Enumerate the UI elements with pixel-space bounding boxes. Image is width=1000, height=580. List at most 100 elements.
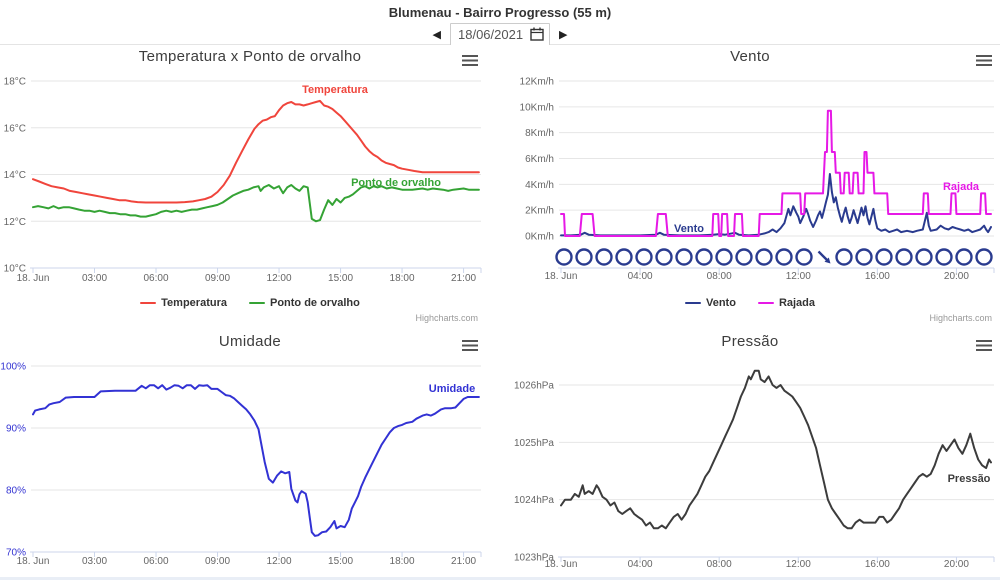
series-line-temperatura <box>32 99 480 204</box>
chart-title-vento: Vento <box>730 48 770 65</box>
chart-menu-icon[interactable] <box>460 53 480 72</box>
wind-direction-calm-icon <box>915 248 933 266</box>
y-tick-label: 90% <box>6 424 26 435</box>
wind-direction-calm-icon <box>875 248 893 266</box>
y-tick-label: 80% <box>6 486 26 497</box>
y-tick-label: 0Km/h <box>525 232 554 243</box>
series-label: Rajada <box>943 181 980 193</box>
wind-direction-calm-icon <box>955 248 973 266</box>
x-tick-label: 12:00 <box>267 556 292 567</box>
x-tick-label: 09:00 <box>205 556 230 567</box>
calendar-icon[interactable] <box>530 27 544 41</box>
y-tick-label: 12°C <box>4 217 26 228</box>
wind-direction-se-icon <box>824 257 831 264</box>
chart-title-umidade: Umidade <box>218 333 282 350</box>
wind-direction-calm-icon <box>735 248 753 266</box>
legend-label: Temperatura <box>161 297 227 309</box>
wind-direction-calm-icon <box>715 248 733 266</box>
series-label: Umidade <box>429 383 475 395</box>
series-label: Pressão <box>948 473 991 485</box>
wind-direction-calm-icon <box>855 248 873 266</box>
x-tick-label: 12:00 <box>786 271 811 282</box>
wind-direction-calm-icon <box>895 248 913 266</box>
x-tick-label: 03:00 <box>82 273 107 284</box>
legend-item-ponto-de-orvalho[interactable]: Ponto de orvalho <box>248 297 360 309</box>
wind-direction-calm-icon <box>835 248 853 266</box>
vento-chart-plot: 12Km/h 10Km/h 8Km/h 6Km/h 4Km/h 2Km/h 0Km/h 18.… <box>520 77 995 282</box>
wind-direction-calm-icon <box>975 248 993 266</box>
wind-direction-calm-icon <box>775 248 793 266</box>
highcharts-credit[interactable]: Highcharts.com <box>415 313 478 323</box>
x-tick-label: 18:00 <box>390 273 415 284</box>
legend-marker <box>248 302 265 304</box>
y-tick-label: 14°C <box>4 170 26 181</box>
chart-menu-icon[interactable] <box>974 338 994 357</box>
x-tick-label: 21:00 <box>451 556 476 567</box>
x-tick-label: 06:00 <box>144 273 169 284</box>
wind-direction-calm-icon <box>675 248 693 266</box>
x-tick-label: 15:00 <box>328 556 353 567</box>
series-line-ponto-de-orvalho <box>32 184 480 223</box>
next-day-button[interactable]: ▶ <box>557 25 569 45</box>
date-nav: ◀ ▶ <box>0 23 1000 46</box>
y-tick-label: 16°C <box>4 123 26 134</box>
x-tick-label: 09:00 <box>205 273 230 284</box>
highcharts-credit[interactable]: Highcharts.com <box>929 313 992 323</box>
x-tick-label: 18. Jun <box>17 273 50 284</box>
x-tick-label: 20:00 <box>944 271 969 282</box>
x-tick-label: 21:00 <box>451 273 476 284</box>
series-line-vento <box>560 173 992 237</box>
wind-direction-calm-icon <box>615 248 633 266</box>
legend-item-rajada[interactable]: Rajada <box>757 297 816 309</box>
legend-temp-dew: Temperatura Ponto de orvalho <box>0 297 500 309</box>
prev-day-button[interactable]: ◀ <box>431 25 443 45</box>
wind-direction-calm-icon <box>555 248 573 266</box>
date-input-box[interactable] <box>450 23 550 46</box>
wind-direction-calm-icon <box>595 248 613 266</box>
x-tick-label: 03:00 <box>82 556 107 567</box>
chart-title-temp-dew: Temperatura x Ponto de orvalho <box>138 48 362 65</box>
chart-panel-umidade: 100% 90% 80% 70% 18. Jun 03:00 06:00 09:00 12:00… <box>0 330 500 580</box>
temp-dew-chart-plot: 18°C 16°C 14°C 12°C 10°C18. Jun 03:00 06:00 09:… <box>4 77 482 284</box>
chart-menu-icon[interactable] <box>460 338 480 357</box>
wind-direction-calm-icon <box>655 248 673 266</box>
y-tick-label: 1024hPa <box>514 495 554 506</box>
legend-vento: Vento Rajada <box>500 297 1000 309</box>
wind-direction-calm-icon <box>575 248 593 266</box>
x-tick-label: 04:00 <box>628 271 653 282</box>
umidade-chart-plot: 100% 90% 80% 70%18. Jun 03:00 06:00 09:00 12:00… <box>0 362 482 567</box>
header: Blumenau - Bairro Progresso (55 m) ◀ ▶ <box>0 0 1000 46</box>
y-tick-label: 8Km/h <box>525 128 554 139</box>
chart-panel-temperatura-orvalho: 18°C 16°C 14°C 12°C 10°C 18. Jun 03:00 06:00 09:… <box>0 45 500 330</box>
series-line-rajada <box>560 109 992 237</box>
legend-item-temperatura[interactable]: Temperatura <box>140 297 227 309</box>
x-tick-label: 20:00 <box>944 559 969 570</box>
chart-panel-vento: 12Km/h 10Km/h 8Km/h 6Km/h 4Km/h 2Km/h 0Km/h 18.… <box>500 45 1000 330</box>
bottom-strip <box>0 577 1000 580</box>
legend-label: Ponto de orvalho <box>269 297 360 309</box>
x-tick-label: 08:00 <box>707 559 732 570</box>
wind-direction-calm-icon <box>755 248 773 266</box>
legend-marker <box>757 302 774 304</box>
date-input[interactable] <box>451 27 526 42</box>
x-tick-label: 16:00 <box>865 559 890 570</box>
y-tick-label: 1023hPa <box>514 553 554 564</box>
y-tick-label: 18°C <box>4 77 26 88</box>
wind-direction-calm-icon <box>695 248 713 266</box>
series-label: Vento <box>674 223 704 235</box>
x-tick-label: 18. Jun <box>17 556 50 567</box>
y-tick-label: 1025hPa <box>514 438 554 449</box>
series-label: Ponto de orvalho <box>351 177 441 189</box>
y-tick-label: 2Km/h <box>525 206 554 217</box>
y-tick-label: 100% <box>0 362 26 373</box>
y-tick-label: 4Km/h <box>525 180 554 191</box>
legend-item-vento[interactable]: Vento <box>684 297 736 309</box>
legend-label: Rajada <box>778 297 816 309</box>
series-line-pressão <box>560 369 992 530</box>
x-tick-label: 04:00 <box>628 559 653 570</box>
y-tick-label: 12Km/h <box>520 77 554 88</box>
x-tick-label: 12:00 <box>267 273 292 284</box>
chart-menu-icon[interactable] <box>974 53 994 72</box>
